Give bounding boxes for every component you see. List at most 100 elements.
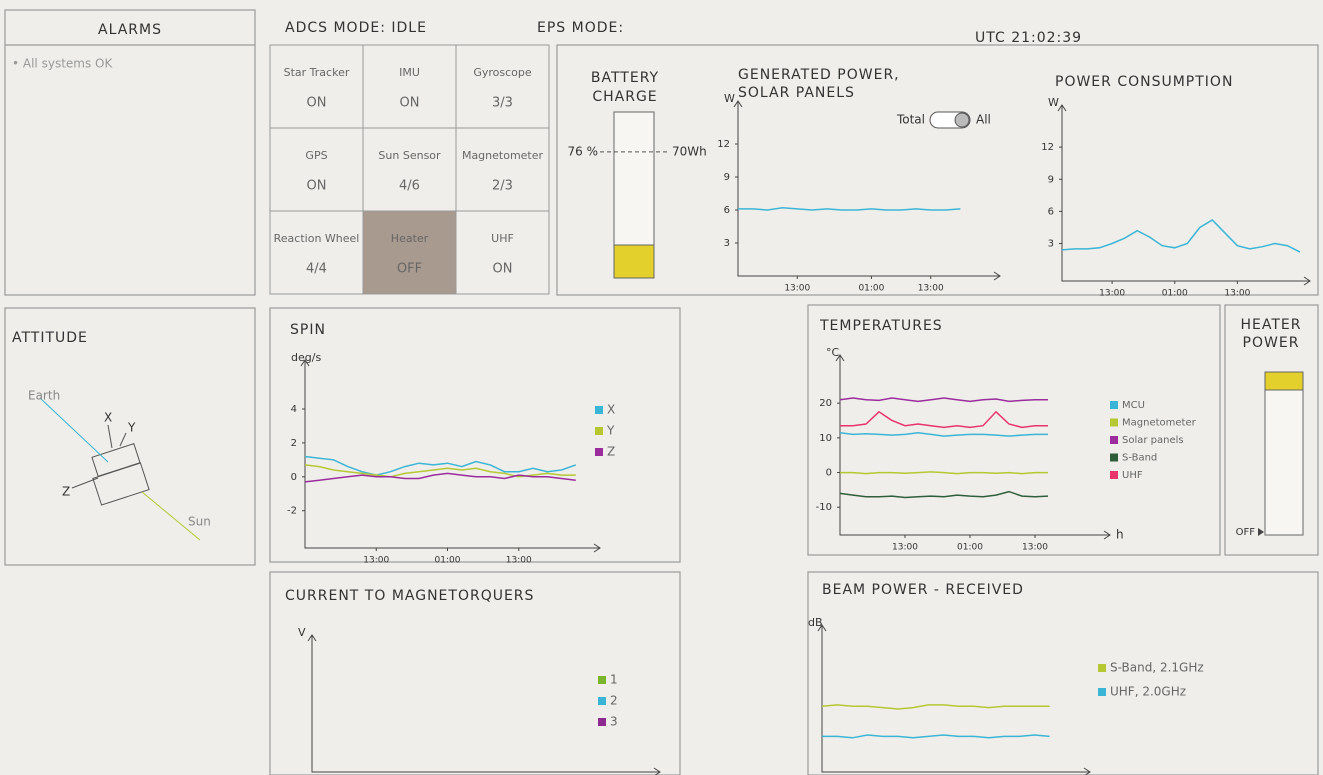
series-line	[304, 455, 577, 476]
legend-label: S-Band, 2.1GHz	[1110, 661, 1204, 675]
beam-panel	[807, 571, 1319, 775]
alarm-item: • All systems OK	[12, 57, 113, 71]
series-line	[1061, 219, 1301, 253]
toggle-left[interactable]: Total	[896, 113, 925, 127]
legend-swatch	[1110, 418, 1118, 427]
legend-swatch	[1098, 688, 1106, 696]
battery-title: BATTERY	[591, 70, 659, 86]
legend-swatch	[598, 718, 606, 726]
battery-percent: 76 %	[568, 144, 599, 158]
sun-label: Sun	[188, 515, 211, 529]
tile-name: Sun Sensor	[378, 149, 441, 162]
tile-status: ON	[307, 179, 327, 194]
axis	[821, 625, 1090, 773]
y-tick-label: -10	[816, 502, 832, 513]
axis-arrow	[593, 543, 601, 553]
legend-swatch	[1110, 436, 1118, 444]
x-label: X	[104, 411, 112, 425]
tile-status: 2/3	[492, 179, 513, 194]
series-line	[304, 472, 576, 483]
satellite-top	[91, 443, 141, 477]
heater-power-title: POWER	[1243, 335, 1300, 351]
axis-arrow	[817, 624, 827, 632]
legend-label: UHF	[1122, 470, 1143, 481]
heater-power-panel	[1224, 304, 1319, 556]
legend-label: X	[607, 403, 615, 417]
axis-arrow	[733, 100, 743, 108]
tile	[362, 210, 457, 295]
axis-arrow	[1303, 276, 1311, 286]
x-tick-label: 01:00	[957, 543, 983, 553]
heater-off-label: OFF	[1236, 527, 1256, 538]
heater-power-title: HEATER	[1241, 317, 1302, 333]
y-tick-label: 0	[826, 468, 832, 479]
utc-clock: UTC 21:02:39	[975, 30, 1082, 46]
tile-status: ON	[400, 96, 420, 111]
y-tick-label: 20	[819, 398, 832, 409]
tile-name: GPS	[305, 149, 327, 162]
y-tick-label: 9	[724, 172, 730, 183]
y-tick-label: 12	[1041, 142, 1054, 153]
attitude-title: ATTITUDE	[12, 330, 88, 346]
beam-title: BEAM POWER - RECEIVED	[822, 582, 1024, 598]
axis-x	[107, 424, 113, 449]
y-tick-label: 12	[717, 139, 730, 150]
y-axis-label: V	[298, 626, 306, 639]
battery-fill	[613, 244, 655, 279]
x-tick-label: 01:00	[858, 284, 884, 294]
tile-name: Reaction Wheel	[274, 232, 360, 245]
axis-y	[119, 432, 127, 447]
tile-name: IMU	[399, 66, 420, 79]
x-tick-label: 13:00	[1224, 289, 1250, 299]
series-line	[822, 734, 1050, 739]
y-tick-label: 6	[724, 205, 730, 216]
generated-title: GENERATED POWER,	[738, 67, 900, 83]
battery-title: CHARGE	[592, 89, 657, 105]
toggle-knob[interactable]	[954, 112, 970, 128]
current-panel	[269, 571, 681, 775]
series-line	[840, 471, 1048, 475]
legend-label: Magnetometer	[1122, 418, 1197, 429]
legend-swatch	[1110, 401, 1118, 409]
series-line	[304, 464, 576, 478]
adcs-mode: ADCS MODE: IDLE	[285, 20, 427, 36]
series-line	[840, 410, 1048, 429]
series-line	[839, 490, 1049, 499]
generated-title: SOLAR PANELS	[738, 85, 855, 101]
legend-label: 3	[610, 715, 618, 729]
axis	[1061, 105, 1310, 282]
sun-vector	[141, 491, 201, 541]
temperatures-panel	[807, 304, 1221, 556]
current-title: CURRENT TO MAGNETORQUERS	[285, 588, 534, 604]
axis-arrow	[1057, 104, 1067, 112]
spin-panel	[269, 307, 681, 563]
legend-swatch	[595, 427, 603, 435]
x-tick-label: 13:00	[784, 284, 810, 294]
tile-status: ON	[493, 262, 513, 277]
y-tick-label: 2	[291, 438, 297, 449]
legend-swatch	[1098, 664, 1106, 672]
x-tick-label: 13:00	[506, 556, 532, 566]
heater-fill	[1264, 371, 1304, 391]
legend-swatch	[595, 448, 603, 456]
spin-title: SPIN	[290, 322, 326, 338]
x-tick-label: 13:00	[1099, 289, 1125, 299]
axis	[839, 355, 1110, 536]
legend-swatch	[598, 676, 606, 684]
y-axis-label: dB	[808, 616, 823, 629]
series-line	[821, 704, 1050, 710]
earth-vector	[39, 397, 109, 463]
axis-arrow	[993, 271, 1001, 281]
toggle[interactable]: Total All	[896, 111, 991, 129]
heater-bar	[1264, 371, 1304, 536]
y-tick-label: 0	[291, 472, 297, 483]
legend-swatch	[1110, 453, 1118, 462]
legend-swatch	[595, 406, 603, 414]
y-axis-label: W	[724, 92, 735, 105]
axis	[737, 101, 1000, 277]
alarms-panel	[4, 9, 256, 296]
toggle-right[interactable]: All	[976, 113, 991, 127]
tile-status: 4/6	[399, 179, 420, 194]
legend-label: S-Band	[1122, 453, 1157, 464]
